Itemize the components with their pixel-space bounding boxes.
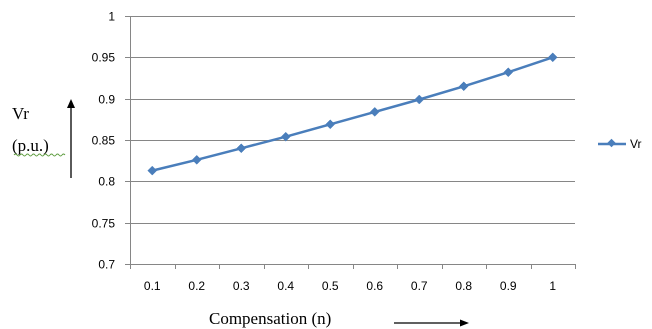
legend-marker	[607, 138, 616, 148]
x-tick-label: 0.1	[144, 279, 161, 293]
data-point-marker	[414, 94, 425, 105]
y-tick-label: 0.9	[98, 93, 115, 107]
x-tick-label: 0.8	[455, 279, 472, 293]
legend-label: Vr	[630, 137, 642, 151]
y-tick-label: 0.8	[98, 175, 115, 189]
data-point-marker	[458, 81, 469, 92]
x-axis-arrowhead	[460, 319, 469, 327]
y-tick-labels: 0.7 0.75 0.8 0.85 0.9 0.95 1	[92, 10, 116, 272]
x-axis-label: Compensation (n)	[209, 309, 331, 328]
x-tick-label: 0.3	[233, 279, 250, 293]
x-tick-label: 0.9	[500, 279, 517, 293]
y-tick-label: 0.75	[92, 217, 116, 231]
x-tick-label: 0.4	[277, 279, 294, 293]
x-tick-label: 0.2	[188, 279, 205, 293]
y-tick-label: 1	[108, 10, 115, 24]
data-point-marker	[503, 67, 514, 78]
data-point-marker	[325, 119, 336, 130]
y-tick-label: 0.95	[92, 51, 116, 65]
x-tick-label: 1	[549, 279, 556, 293]
series-line-vr	[152, 56, 554, 172]
x-tick-label: 0.5	[322, 279, 339, 293]
spellcheck-underline	[13, 153, 66, 157]
axes	[125, 16, 576, 269]
data-point-marker	[147, 165, 158, 176]
y-axis-label-line2: (p.u.)	[12, 136, 49, 155]
y-tick-label: 0.85	[92, 134, 116, 148]
x-tick-label: 0.6	[366, 279, 383, 293]
data-point-marker	[280, 131, 291, 142]
x-tick-label: 0.7	[411, 279, 428, 293]
x-tick-labels: 0.1 0.2 0.3 0.4 0.5 0.6 0.7 0.8 0.9 1	[144, 279, 557, 293]
gridlines	[130, 16, 575, 224]
series-layer	[147, 52, 558, 176]
data-point-marker	[547, 52, 558, 63]
y-axis-arrowhead	[67, 99, 75, 108]
y-axis-label-line1: Vr	[12, 104, 29, 123]
legend: Vr	[598, 137, 642, 151]
y-tick-label: 0.7	[98, 258, 115, 272]
data-point-marker	[236, 143, 247, 154]
data-point-marker	[369, 107, 380, 117]
data-point-marker	[191, 154, 202, 165]
